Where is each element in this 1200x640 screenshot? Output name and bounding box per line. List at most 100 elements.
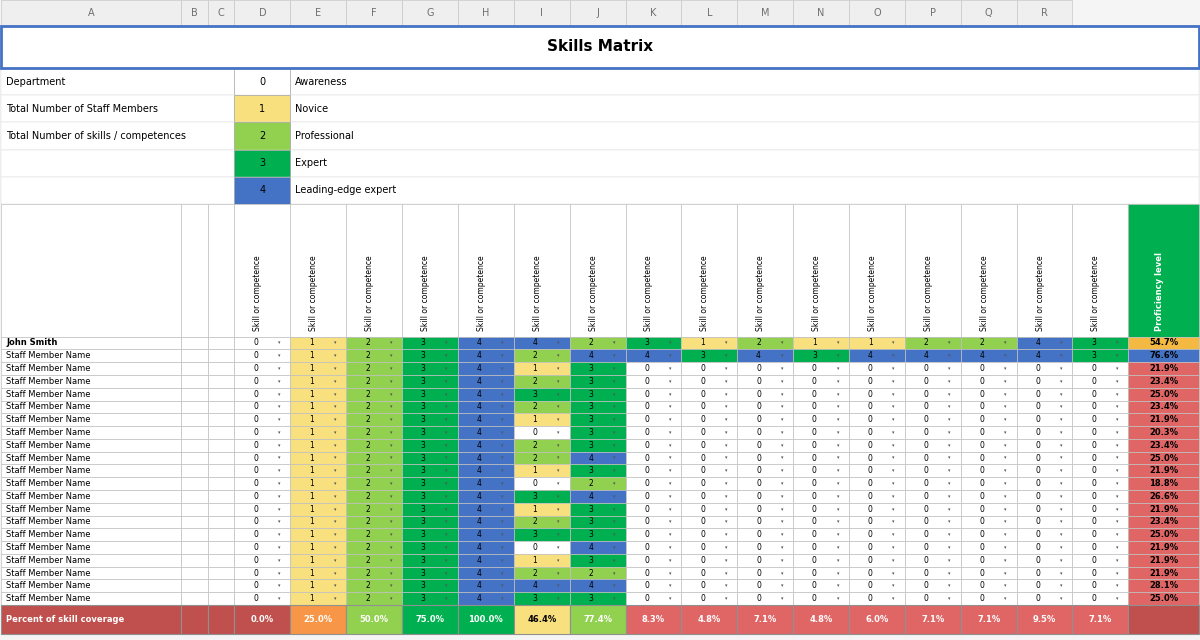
Bar (458, 204, 514, 337)
Bar (793, 375, 848, 388)
Text: ▾: ▾ (1116, 417, 1118, 422)
Text: 3: 3 (421, 530, 426, 540)
Text: ▾: ▾ (668, 379, 672, 384)
Text: ▾: ▾ (668, 545, 672, 550)
Bar (1, 477, 181, 490)
Text: ▾: ▾ (1116, 430, 1118, 435)
Bar (961, 541, 1016, 554)
Text: 2: 2 (365, 492, 370, 501)
Text: 0: 0 (1036, 390, 1040, 399)
Text: ▾: ▾ (1060, 532, 1062, 537)
Bar (793, 465, 848, 477)
Bar (570, 465, 625, 477)
Text: 3: 3 (421, 403, 426, 412)
Text: 0: 0 (644, 492, 649, 501)
Text: ▾: ▾ (948, 430, 950, 435)
Text: 25.0%: 25.0% (1150, 530, 1178, 540)
Text: ▾: ▾ (1060, 468, 1062, 474)
Bar (208, 401, 234, 413)
Text: ▾: ▾ (1004, 584, 1007, 588)
Text: 23.4%: 23.4% (1150, 403, 1178, 412)
Bar (1016, 401, 1073, 413)
Bar (514, 566, 570, 579)
Bar (737, 566, 793, 579)
Bar (290, 554, 346, 566)
Text: 0: 0 (868, 479, 872, 488)
Text: ▾: ▾ (390, 532, 392, 537)
Bar (346, 413, 402, 426)
Text: 0: 0 (868, 581, 872, 590)
Text: 1: 1 (310, 518, 314, 527)
Bar (234, 503, 290, 516)
Text: 2: 2 (365, 403, 370, 412)
Text: ▾: ▾ (948, 532, 950, 537)
Text: 1: 1 (533, 505, 538, 514)
Text: ▾: ▾ (1060, 366, 1062, 371)
Text: Total Number of skills / competences: Total Number of skills / competences (6, 131, 186, 141)
Text: 0: 0 (700, 364, 706, 373)
Text: 0: 0 (1091, 441, 1096, 450)
Text: Staff Member Name: Staff Member Name (6, 454, 90, 463)
Text: 0: 0 (253, 556, 258, 564)
Text: ▾: ▾ (836, 558, 839, 563)
Text: ▾: ▾ (334, 532, 336, 537)
Bar (848, 605, 905, 634)
Text: ▾: ▾ (781, 392, 784, 397)
Text: 0: 0 (644, 454, 649, 463)
Text: Staff Member Name: Staff Member Name (6, 428, 90, 437)
Bar (625, 541, 682, 554)
Text: ▾: ▾ (390, 596, 392, 601)
Bar (458, 554, 514, 566)
Text: 0: 0 (924, 428, 929, 437)
Bar (514, 592, 570, 605)
Text: 0: 0 (700, 543, 706, 552)
Bar (1073, 477, 1128, 490)
Text: ▾: ▾ (836, 340, 839, 346)
Text: ▾: ▾ (334, 468, 336, 474)
Bar (848, 426, 905, 439)
Bar (570, 413, 625, 426)
Bar (346, 554, 402, 566)
Bar (181, 204, 208, 337)
Text: Staff Member Name: Staff Member Name (6, 543, 90, 552)
Text: I: I (540, 8, 544, 18)
Text: ▾: ▾ (502, 558, 504, 563)
Bar (793, 413, 848, 426)
Text: 0: 0 (979, 492, 984, 501)
Text: 0: 0 (1091, 377, 1096, 386)
Text: 0: 0 (979, 454, 984, 463)
Text: ▾: ▾ (1004, 468, 1007, 474)
Text: Staff Member Name: Staff Member Name (6, 581, 90, 590)
Text: 3: 3 (421, 518, 426, 527)
Text: 0: 0 (1091, 364, 1096, 373)
Text: 0: 0 (756, 364, 761, 373)
Bar (1, 554, 181, 566)
Text: C: C (217, 8, 224, 18)
Bar (1128, 516, 1199, 529)
Text: 3: 3 (644, 339, 649, 348)
Bar (682, 426, 737, 439)
Bar (961, 401, 1016, 413)
Text: ▾: ▾ (781, 571, 784, 575)
Text: 7.1%: 7.1% (754, 615, 776, 624)
Text: 0: 0 (868, 441, 872, 450)
Bar (793, 490, 848, 503)
Text: ▾: ▾ (557, 392, 559, 397)
Bar (625, 503, 682, 516)
Text: 3: 3 (421, 492, 426, 501)
Bar (290, 566, 346, 579)
Text: 0: 0 (1091, 492, 1096, 501)
Text: ▾: ▾ (557, 494, 559, 499)
Text: 3: 3 (533, 594, 538, 603)
Bar (458, 529, 514, 541)
Text: 0: 0 (700, 428, 706, 437)
Bar (1016, 349, 1073, 362)
Text: 4: 4 (588, 543, 593, 552)
Bar (682, 362, 737, 375)
Text: 0: 0 (812, 428, 817, 437)
Text: 0: 0 (644, 581, 649, 590)
Bar (1128, 490, 1199, 503)
Bar (1073, 375, 1128, 388)
Bar (208, 490, 234, 503)
Text: ▾: ▾ (836, 532, 839, 537)
